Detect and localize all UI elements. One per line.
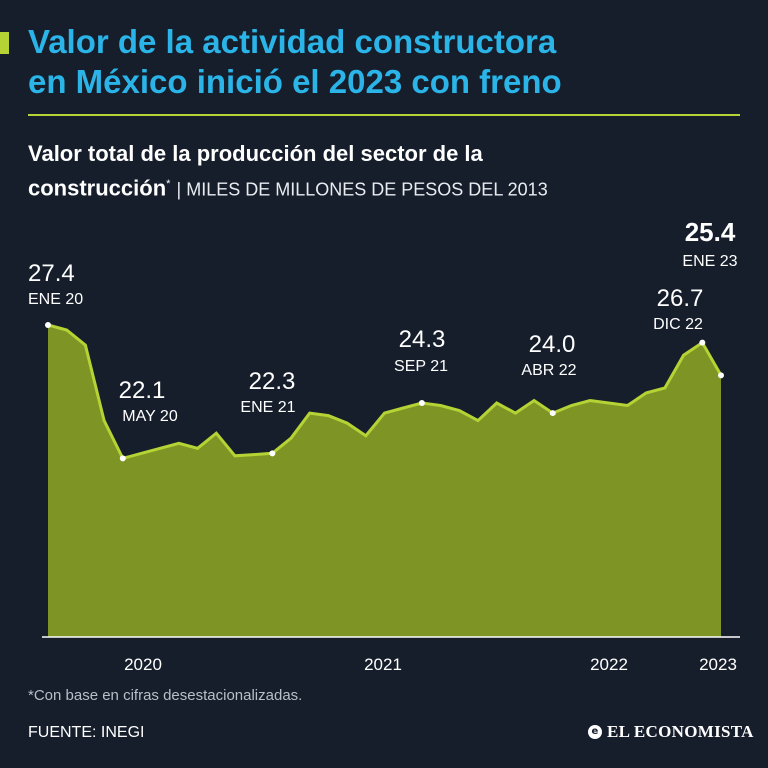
footnote: *Con base en cifras desestacionalizadas. — [28, 687, 303, 704]
series-line — [47, 323, 723, 461]
data-label-value: 22.1 — [119, 377, 166, 404]
subtitle-line-2: construcción — [28, 175, 167, 201]
data-label-value: 26.7 — [657, 285, 704, 312]
title-line-2: en México inició el 2023 con freno — [28, 63, 562, 100]
data-point-marker — [549, 410, 556, 417]
data-point-marker — [119, 455, 126, 462]
area-fill — [48, 325, 721, 637]
data-point-marker — [45, 322, 51, 328]
chart-subtitle: Valor total de la producción del sector … — [28, 138, 748, 205]
brand-name: EL ECONOMISTA — [607, 722, 754, 741]
subtitle-footnote-marker: * — [166, 178, 171, 190]
x-tick-label: 2021 — [364, 655, 402, 674]
brand-logo: e EL ECONOMISTA — [588, 722, 754, 742]
data-label-date: DIC 22 — [653, 316, 703, 333]
data-label-date: ENE 23 — [682, 253, 737, 270]
title-accent-bar — [0, 32, 9, 54]
x-tick-label: 2022 — [590, 655, 628, 674]
data-label-date: ENE 21 — [240, 399, 295, 416]
data-label-date: ABR 22 — [521, 362, 576, 379]
data-label-date: MAY 20 — [122, 408, 178, 425]
data-point-marker — [269, 450, 276, 457]
data-label-value: 22.3 — [249, 368, 296, 395]
subtitle-line-1: Valor total de la producción del sector … — [28, 141, 483, 166]
data-label-date: SEP 21 — [394, 358, 448, 375]
x-tick-label: 2023 — [699, 655, 737, 674]
title-line-1: Valor de la actividad constructora — [28, 23, 557, 60]
page-title: Valor de la actividad constructora en Mé… — [28, 22, 748, 102]
data-label-date: ENE 20 — [28, 291, 83, 308]
data-point-marker — [718, 372, 724, 379]
data-label-value: 24.3 — [399, 326, 446, 353]
data-label-value: 25.4 — [685, 217, 736, 247]
data-point-marker — [699, 339, 706, 346]
data-label-value: 24.0 — [529, 331, 576, 358]
title-divider — [28, 114, 740, 116]
subtitle-units: | MILES DE MILLONES DE PESOS DEL 2013 — [176, 179, 548, 200]
source-note: FUENTE: INEGI — [28, 724, 145, 741]
data-label-value: 27.4 — [28, 260, 75, 287]
x-tick-label: 2020 — [124, 655, 162, 674]
data-point-marker — [418, 400, 425, 406]
e-icon: e — [588, 725, 602, 739]
